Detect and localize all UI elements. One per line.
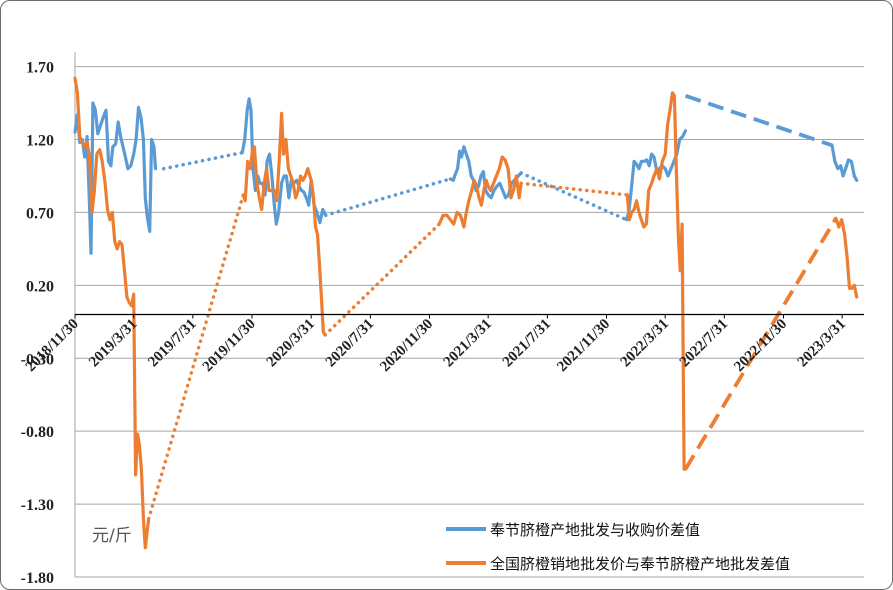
x-tick-label: 2023/3/31 — [795, 316, 849, 370]
x-tick-label: 2020/11/30 — [377, 316, 436, 375]
x-tick-label: 2021/11/30 — [554, 316, 613, 375]
legend-label: 奉节脐橙产地批发与收购价差值 — [490, 521, 700, 539]
series-line-dotted — [323, 222, 441, 337]
y-tick-label: -1.30 — [21, 497, 54, 514]
series-line-dashed — [684, 93, 833, 148]
y-tick-label: -1.80 — [21, 570, 54, 587]
y-tick-label: 1.70 — [26, 60, 54, 77]
x-tick-label: 2021/3/31 — [441, 316, 495, 370]
x-tick-label: 2020/3/31 — [264, 316, 318, 370]
legend-label: 全国脐橙销地批发价与奉节脐橙产地批发差值 — [490, 555, 790, 573]
series-2 — [73, 76, 859, 550]
series-line-dotted — [519, 181, 630, 197]
series-line-solid — [834, 216, 859, 299]
series-line-solid — [625, 91, 688, 471]
x-tick-label: 2020/7/31 — [323, 316, 377, 370]
series-line-dashed — [683, 217, 838, 471]
series-1 — [73, 93, 859, 255]
y-tick-label: 0.70 — [26, 205, 54, 222]
series-line-solid — [240, 97, 328, 226]
x-tick-label: 2019/7/31 — [145, 316, 199, 370]
x-tick-label: 2022/7/31 — [677, 316, 731, 370]
series-line-solid — [241, 111, 327, 337]
x-tick-label: 2022/11/30 — [731, 316, 790, 375]
y-axis-tick-labels: 1.70 1.20 0.70 0.20 -0.30 -0.80 -1.30 -1.80 — [21, 60, 54, 587]
y-tick-label: 1.20 — [26, 133, 54, 150]
y-tick-label: -0.80 — [21, 424, 54, 441]
series-line-solid — [437, 155, 523, 229]
series-line-dotted — [519, 171, 629, 222]
x-tick-label: 2021/7/31 — [500, 316, 554, 370]
x-axis-tick-labels: 2018/11/30 2019/3/31 2019/7/31 2019/11/30 20… — [23, 314, 849, 375]
unit-label: 元/斤 — [92, 526, 132, 546]
y-tick-label: -0.30 — [21, 351, 54, 368]
series-line-solid — [448, 145, 523, 200]
x-tick-label: 2019/11/30 — [200, 316, 259, 375]
series-line-solid — [73, 76, 151, 550]
y-tick-label: 0.20 — [26, 278, 54, 295]
x-tick-label: 2022/3/31 — [618, 316, 672, 370]
series-lines — [73, 76, 859, 550]
series-line-solid — [830, 143, 859, 182]
series-line-dotted — [161, 150, 245, 171]
x-tick-label: 2019/3/31 — [86, 316, 140, 370]
series-line-solid — [73, 101, 158, 255]
series-line-dotted — [323, 177, 453, 218]
